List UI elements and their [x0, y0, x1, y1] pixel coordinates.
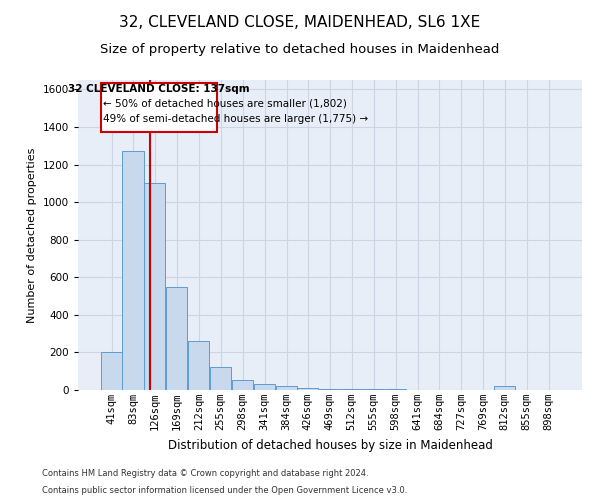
Bar — [144, 184, 166, 390]
Bar — [101, 352, 122, 390]
Bar — [319, 389, 340, 390]
Text: ← 50% of detached houses are smaller (1,802): ← 50% of detached houses are smaller (1,… — [103, 98, 347, 108]
Text: 49% of semi-detached houses are larger (1,775) →: 49% of semi-detached houses are larger (… — [103, 114, 368, 124]
Bar — [297, 388, 319, 390]
Bar — [363, 389, 384, 390]
Bar — [385, 389, 406, 390]
Bar — [122, 152, 143, 390]
Bar — [232, 380, 253, 390]
Y-axis label: Number of detached properties: Number of detached properties — [27, 148, 37, 322]
Text: 32, CLEVELAND CLOSE, MAIDENHEAD, SL6 1XE: 32, CLEVELAND CLOSE, MAIDENHEAD, SL6 1XE — [119, 15, 481, 30]
Text: Size of property relative to detached houses in Maidenhead: Size of property relative to detached ho… — [100, 42, 500, 56]
Bar — [188, 341, 209, 390]
Bar — [254, 384, 275, 390]
X-axis label: Distribution of detached houses by size in Maidenhead: Distribution of detached houses by size … — [167, 438, 493, 452]
Bar — [341, 389, 362, 390]
Bar — [494, 386, 515, 390]
Bar — [276, 386, 297, 390]
Bar — [210, 368, 231, 390]
Text: Contains HM Land Registry data © Crown copyright and database right 2024.: Contains HM Land Registry data © Crown c… — [42, 468, 368, 477]
Text: Contains public sector information licensed under the Open Government Licence v3: Contains public sector information licen… — [42, 486, 407, 495]
Bar — [166, 286, 187, 390]
Text: 32 CLEVELAND CLOSE: 137sqm: 32 CLEVELAND CLOSE: 137sqm — [68, 84, 250, 94]
FancyBboxPatch shape — [101, 83, 217, 132]
